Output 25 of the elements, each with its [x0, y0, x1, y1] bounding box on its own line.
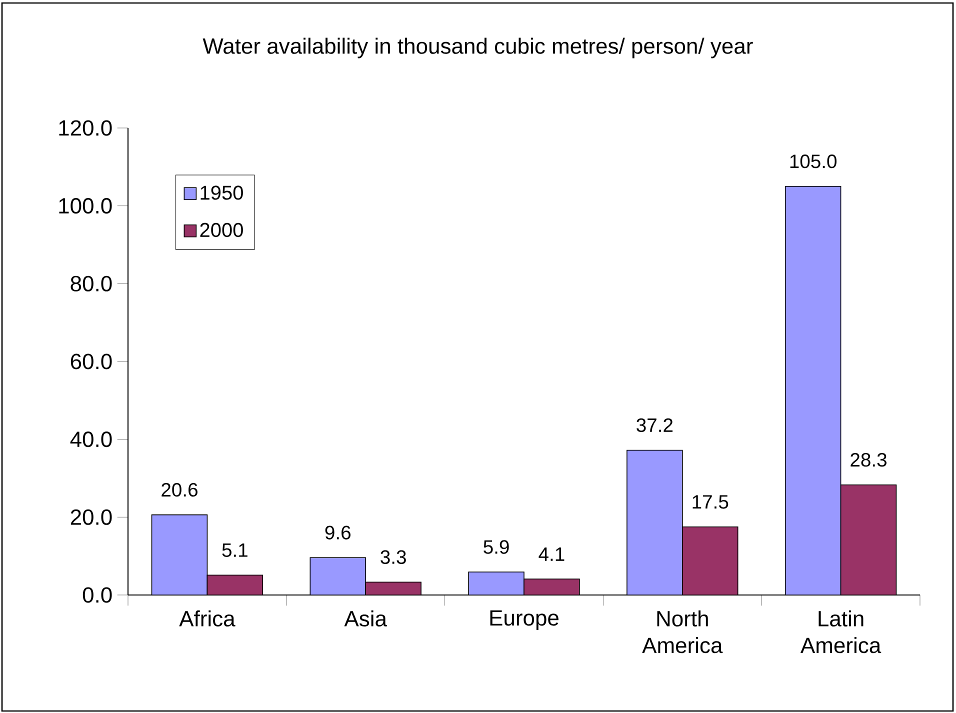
data-label: 37.2: [636, 418, 673, 432]
y-tick-label: 60.0: [70, 354, 112, 370]
y-tick-label: 100.0: [59, 198, 112, 214]
y-tick-label: 40.0: [70, 432, 112, 448]
legend-label: 2000: [200, 222, 243, 238]
data-label: 105.0: [790, 154, 837, 168]
data-label: 17.5: [692, 495, 728, 509]
y-tick-label: 120.0: [59, 120, 112, 136]
x-tick-label: Europe: [490, 610, 558, 630]
data-label: 5.1: [222, 543, 248, 557]
x-tick-label: Asia: [344, 610, 387, 627]
y-tick-label: 80.0: [70, 276, 112, 292]
x-tick-label: Latin America: [800, 610, 882, 654]
data-label: 9.6: [325, 526, 350, 540]
chart-title: Water availability in thousand cubic metres/ person/ year: [202, 38, 753, 58]
data-label: 20.6: [162, 482, 198, 497]
data-label: 5.9: [484, 540, 509, 554]
x-tick-label: North America: [642, 610, 723, 654]
data-label: 28.3: [850, 452, 886, 467]
x-tick-label: Africa: [179, 610, 236, 627]
legend-label: 1950: [200, 186, 243, 200]
data-label: 3.3: [380, 550, 406, 564]
data-label: 4.1: [538, 548, 564, 561]
y-tick-label: 0.0: [82, 587, 112, 603]
y-tick-label: 20.0: [70, 509, 112, 525]
